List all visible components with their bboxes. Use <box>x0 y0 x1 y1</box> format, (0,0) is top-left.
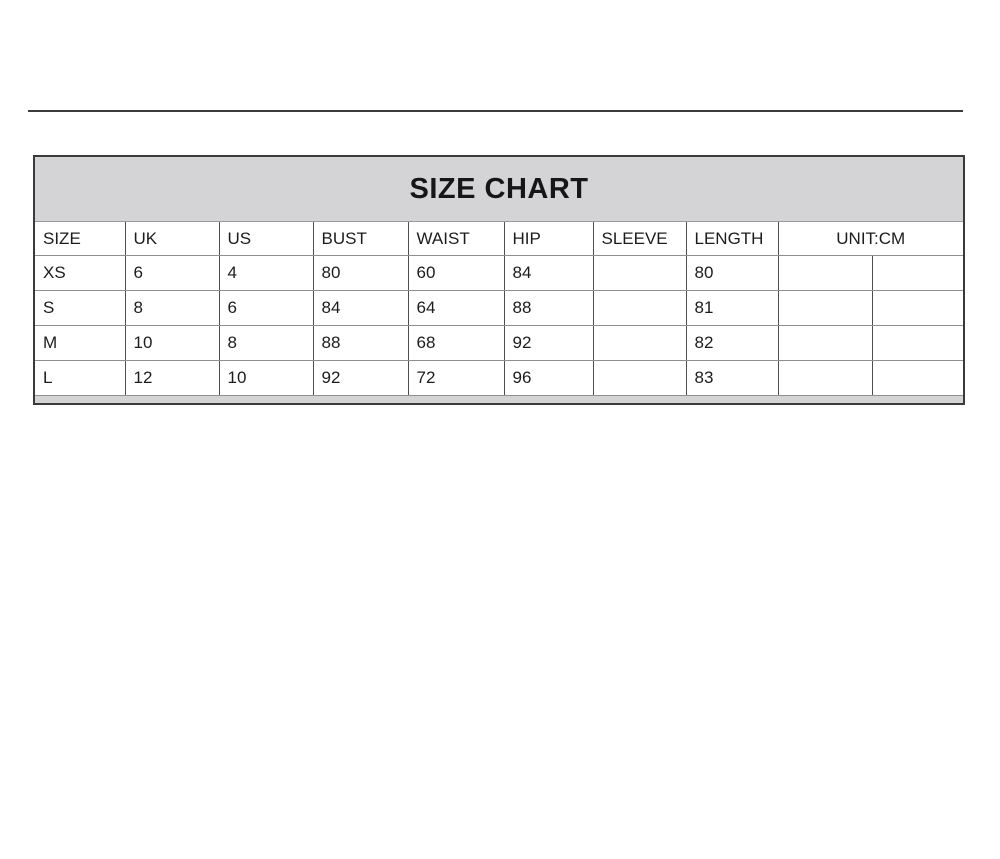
table-cell <box>592 360 686 396</box>
column-header-bust: BUST <box>312 222 408 256</box>
column-header-sleeve: SLEEVE <box>592 222 686 256</box>
table-cell: 92 <box>503 325 593 361</box>
table-cell: 96 <box>503 360 593 396</box>
table-cell: 64 <box>407 290 504 326</box>
column-header-unit: UNIT:CM <box>777 222 964 256</box>
size-chart-title: SIZE CHART <box>35 157 963 222</box>
table-cell <box>592 255 686 291</box>
column-header-length: LENGTH <box>685 222 778 256</box>
size-chart-table: SIZE UK US BUST WAIST HIP SLEEVE LENGTH … <box>35 222 964 396</box>
table-cell: 8 <box>124 290 219 326</box>
table-cell <box>777 325 872 361</box>
table-cell: 83 <box>685 360 778 396</box>
table-row-l: L 12 10 92 72 96 83 <box>35 360 964 396</box>
table-cell <box>871 255 964 291</box>
table-cell: 6 <box>218 290 313 326</box>
table-cell <box>871 290 964 326</box>
table-cell: M <box>35 325 125 361</box>
table-cell: 81 <box>685 290 778 326</box>
table-cell: 10 <box>124 325 219 361</box>
table-cell: 92 <box>312 360 408 396</box>
table-cell: 8 <box>218 325 313 361</box>
table-cell <box>592 325 686 361</box>
column-header-hip: HIP <box>503 222 593 256</box>
column-header-size: SIZE <box>35 222 125 256</box>
table-cell: XS <box>35 255 125 291</box>
header-row: SIZE UK US BUST WAIST HIP SLEEVE LENGTH … <box>35 222 964 256</box>
table-cell: 84 <box>312 290 408 326</box>
table-cell: 6 <box>124 255 219 291</box>
table-cell <box>777 360 872 396</box>
table-cell <box>871 325 964 361</box>
size-chart: SIZE CHART SIZE UK US BUST <box>33 155 965 405</box>
table-footer-strip <box>35 396 963 403</box>
horizontal-divider <box>28 110 963 112</box>
column-header-us: US <box>218 222 313 256</box>
table-cell: 12 <box>124 360 219 396</box>
column-header-waist: WAIST <box>407 222 504 256</box>
table-cell <box>777 290 872 326</box>
table-cell: 82 <box>685 325 778 361</box>
table-cell <box>871 360 964 396</box>
table-cell: 4 <box>218 255 313 291</box>
table-cell: S <box>35 290 125 326</box>
table-cell <box>777 255 872 291</box>
table-cell: 80 <box>312 255 408 291</box>
table-cell: 60 <box>407 255 504 291</box>
table-cell: 88 <box>503 290 593 326</box>
table-cell: 88 <box>312 325 408 361</box>
column-header-uk: UK <box>124 222 219 256</box>
table-cell: 80 <box>685 255 778 291</box>
table-row-s: S 8 6 84 64 88 81 <box>35 290 964 326</box>
table-cell: L <box>35 360 125 396</box>
table-row-xs: XS 6 4 80 60 84 80 <box>35 255 964 291</box>
table-cell: 72 <box>407 360 504 396</box>
table-cell: 68 <box>407 325 504 361</box>
table-cell: 10 <box>218 360 313 396</box>
table-row-m: M 10 8 88 68 92 82 <box>35 325 964 361</box>
table-cell <box>592 290 686 326</box>
table-cell: 84 <box>503 255 593 291</box>
